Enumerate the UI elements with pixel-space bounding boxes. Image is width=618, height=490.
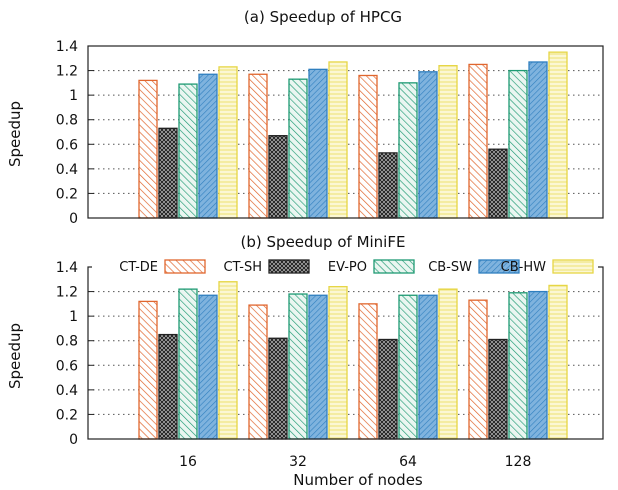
bar-cb-sw-16 [178,83,198,219]
hpcg-chart-title: (a) Speedup of HPCG [244,8,402,26]
bar-yellow-64 [438,65,458,219]
y-tick-label: 0.8 [56,113,78,129]
legend-label: CT-SH [223,260,262,275]
hpcg-y-ticks: 0 0.2 0.4 0.6 0.8 1 1.2 1.4 [56,39,94,227]
legend-swatch-cb-hw [478,259,520,274]
bar-ev-po-16 [158,333,178,440]
minife-panel: (b) Speedup of MiniFE Speedup 0 0.2 0.4 0.6… [6,233,604,489]
bar-yellow-128 [548,51,568,219]
bar-cb-sw-32 [288,293,308,440]
y-tick-label: 0.6 [56,358,78,374]
bar-cb-hw-16 [198,294,218,440]
y-tick-label: 0.4 [56,383,78,399]
bar-cb-hw-16 [198,73,218,219]
bar-ev-po-64 [378,338,398,440]
legend-label: CB-SW [428,260,472,275]
y-tick-label: 1 [69,309,78,325]
bar-yellow-16 [218,66,238,219]
bar-yellow-64 [438,288,458,440]
legend-entry-ct-sh: CT-SH [223,259,310,275]
bar-cb-hw-64 [418,71,438,219]
x-axis-label: Number of nodes [293,471,423,489]
bar-ev-po-32 [268,337,288,440]
bar-yellow-32 [328,286,348,440]
bar-ev-po-32 [268,135,288,219]
x-tick-label: 32 [289,454,307,470]
bar-yellow-32 [328,61,348,219]
y-tick-label: 1.4 [56,39,78,55]
legend-background [92,257,598,275]
y-tick-label: 0.4 [56,162,78,178]
legend-swatch-ct-sh [164,259,206,274]
legend-swatch-ev-po [268,259,310,274]
y-tick-label: 1.4 [56,260,78,276]
bar-cb-sw-64 [398,294,418,440]
bar-cb-sw-64 [398,82,418,219]
bar-ct-sh-128 [468,63,488,219]
minife-bars [138,281,568,440]
bar-cb-hw-128 [528,61,548,219]
legend-entry-ct-de: CT-DE [119,259,206,275]
y-tick-label: 0 [69,211,78,227]
minife-x-ticks: 16 32 64 128 [179,454,531,470]
y-tick-label: 0.2 [56,407,78,423]
bar-cb-sw-16 [178,288,198,440]
bar-cb-hw-128 [528,290,548,440]
hpcg-plot-frame [87,45,604,219]
legend-label: CB-HW [501,260,546,275]
hpcg-y-axis-label: Speedup [6,101,24,167]
legend-label: CT-DE [119,260,158,275]
y-tick-label: 0.8 [56,334,78,350]
bar-ct-sh-64 [358,74,378,219]
legend-label: EV-PO [328,260,367,275]
y-tick-label: 0.6 [56,137,78,153]
bar-ct-sh-16 [138,79,158,219]
minife-chart-title: (b) Speedup of MiniFE [241,233,406,251]
y-tick-label: 0 [69,432,78,448]
bar-cb-hw-64 [418,294,438,440]
y-tick-label: 1 [69,88,78,104]
y-tick-label: 1.2 [56,64,78,80]
bar-cb-sw-128 [508,69,528,219]
bar-ev-po-16 [158,127,178,219]
legend-entry-ev-po: EV-PO [328,259,415,275]
minife-y-axis-label: Speedup [6,323,24,389]
bar-ev-po-128 [488,148,508,219]
legend-swatch-cb-sw [373,259,415,274]
x-tick-label: 64 [399,454,417,470]
bar-cb-hw-32 [308,294,328,440]
bar-ct-sh-128 [468,299,488,440]
hpcg-panel: (a) Speedup of HPCG Speedup 0 0.2 0.4 0.6 0.… [6,8,604,227]
bar-cb-sw-32 [288,78,308,219]
x-tick-label: 128 [505,454,532,470]
legend-swatch-yellow [552,259,594,274]
legend: CT-DE CT-SH EV-PO CB-SW CB-HW [92,257,598,275]
bar-ev-po-128 [488,338,508,440]
bar-ct-sh-32 [248,73,268,219]
bar-yellow-16 [218,281,238,440]
y-tick-label: 0.2 [56,186,78,202]
legend-entry-cb-sw: CB-SW [428,259,520,275]
y-tick-label: 1.2 [56,285,78,301]
bar-cb-hw-32 [308,68,328,219]
bar-yellow-128 [548,284,568,440]
bar-ct-sh-16 [138,300,158,440]
x-tick-label: 16 [179,454,197,470]
bar-cb-sw-128 [508,292,528,440]
bar-ev-po-64 [378,152,398,219]
bar-ct-sh-32 [248,304,268,440]
legend-entry-cb-hw: CB-HW [501,259,594,275]
bar-ct-sh-64 [358,303,378,440]
